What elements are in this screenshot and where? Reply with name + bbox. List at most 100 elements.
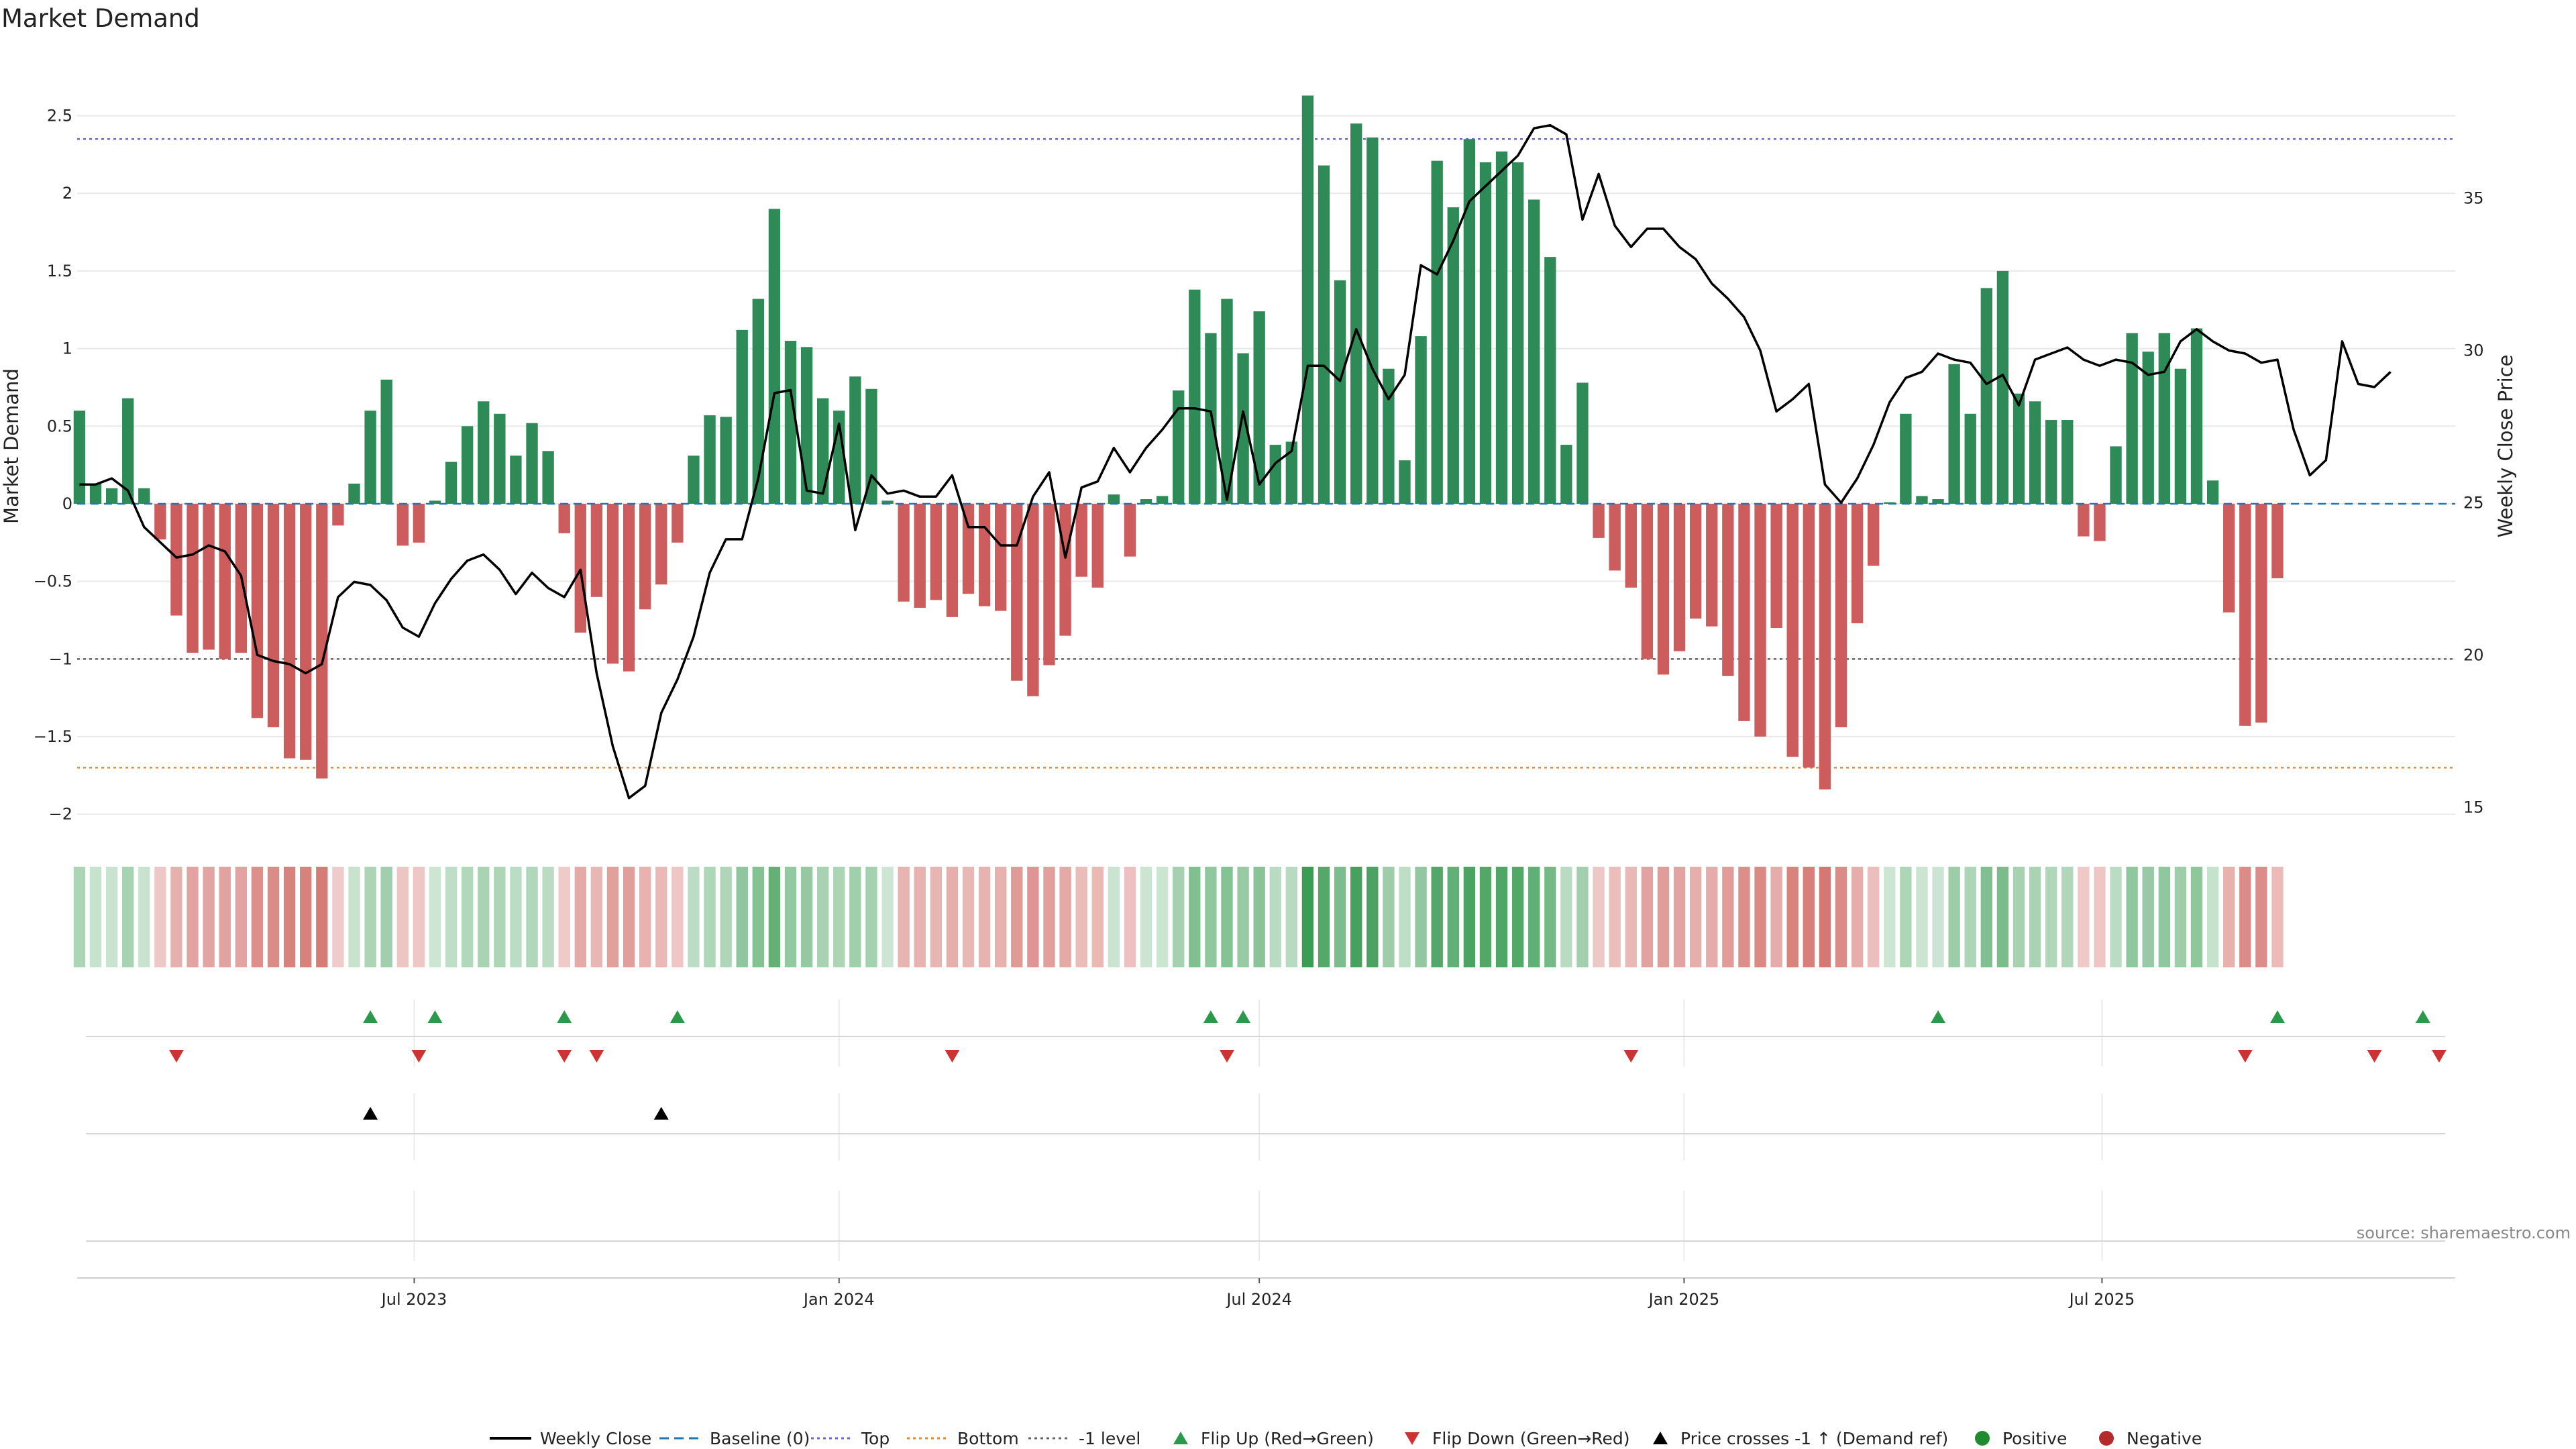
demand-strip-cell	[574, 867, 586, 967]
demand-bar	[1366, 137, 1379, 504]
demand-bar	[2174, 368, 2187, 504]
demand-bar	[1980, 288, 1992, 504]
legend-label: Weekly Close	[540, 1429, 651, 1448]
demand-bar	[2012, 393, 2025, 504]
demand-strip-cell	[865, 867, 877, 967]
demand-bar	[1948, 364, 1960, 504]
legend-label: Baseline (0)	[710, 1429, 810, 1448]
demand-strip-cell	[2271, 867, 2284, 967]
demand-strip-cell	[1221, 867, 1233, 967]
demand-strip-cell	[2142, 867, 2154, 967]
demand-strip-cell	[478, 867, 490, 967]
demand-bar	[267, 503, 280, 728]
demand-strip-cell	[768, 867, 781, 967]
legend-swatch	[1173, 1432, 1188, 1444]
demand-strip-cell	[752, 867, 764, 967]
demand-strip-cell	[1835, 867, 1847, 967]
demand-strip-cell	[655, 867, 667, 967]
demand-strip-cell	[122, 867, 134, 967]
flip-up-marker	[427, 1010, 443, 1023]
flip-down-marker	[2237, 1050, 2253, 1063]
demand-bar	[784, 341, 797, 504]
demand-strip-cell	[1253, 867, 1265, 967]
demand-bar	[1722, 503, 1734, 676]
demand-bar	[946, 503, 959, 617]
demand-strip-cell	[154, 867, 166, 967]
y-tick-label: 0.5	[47, 417, 72, 435]
demand-bar	[1269, 445, 1281, 504]
demand-bar	[2206, 480, 2219, 504]
demand-bar	[2061, 420, 2074, 504]
demand-bar	[590, 503, 603, 597]
demand-bar	[1770, 503, 1782, 629]
flip-up-marker	[1236, 1010, 1251, 1023]
demand-bar	[1091, 503, 1104, 588]
demand-bar	[1900, 413, 1912, 504]
demand-bar	[1560, 445, 1572, 504]
demand-bar	[461, 426, 474, 504]
demand-strip-cell	[251, 867, 264, 967]
demand-strip-cell	[542, 867, 554, 967]
demand-strip-cell	[1463, 867, 1476, 967]
demand-bar	[606, 503, 619, 664]
demand-bar	[1964, 413, 1976, 504]
demand-strip-cell	[1754, 867, 1766, 967]
demand-strip-cell	[1916, 867, 1928, 967]
flip-down-marker	[168, 1050, 184, 1063]
demand-bar	[1301, 95, 1314, 504]
demand-bar	[1641, 503, 1654, 659]
demand-strip-cell	[267, 867, 280, 967]
demand-bar	[736, 329, 748, 504]
demand-bar	[1689, 503, 1702, 619]
demand-bar	[154, 503, 166, 540]
demand-bar	[413, 503, 425, 543]
demand-strip-cell	[1641, 867, 1654, 967]
demand-bar	[1803, 503, 1815, 768]
legend: Weekly Close Baseline (0) Top Bottom -1 leve…	[490, 1429, 2202, 1448]
demand-strip-cell	[2061, 867, 2074, 967]
y2-tick-label: 30	[2463, 341, 2484, 360]
demand-strip-cell	[1884, 867, 1896, 967]
demand-strip-cell	[1156, 867, 1169, 967]
demand-bar	[251, 503, 264, 718]
demand-strip-cell	[639, 867, 651, 967]
demand-bar	[1479, 162, 1492, 504]
demand-strip-cell	[1350, 867, 1362, 967]
demand-strip-cell	[461, 867, 474, 967]
demand-strip-cell	[1301, 867, 1314, 967]
demand-bar	[1253, 311, 1265, 504]
demand-strip-cell	[1819, 867, 1831, 967]
demand-strip-cell	[1043, 867, 1055, 967]
demand-bar	[752, 299, 764, 504]
legend-item: Price crosses -1 ↑ (Demand ref)	[1653, 1429, 1948, 1448]
demand-bar	[2239, 503, 2251, 726]
grid	[77, 115, 2455, 1261]
demand-strip-cell	[1269, 867, 1281, 967]
demand-strip-cell	[380, 867, 392, 967]
demand-bar	[768, 209, 781, 504]
demand-bar	[1738, 503, 1750, 721]
demand-bar	[558, 503, 570, 533]
demand-strip-cell	[1689, 867, 1702, 967]
demand-strip-cell	[1625, 867, 1637, 967]
demand-strip-cell	[89, 867, 102, 967]
demand-strip-cell	[526, 867, 538, 967]
demand-bar	[316, 503, 328, 779]
demand-bar	[396, 503, 409, 546]
demand-bar	[1383, 368, 1395, 504]
demand-bar	[478, 401, 490, 504]
demand-strip-cell	[1770, 867, 1782, 967]
price-cross-marker	[653, 1107, 669, 1120]
demand-strip-cell	[2158, 867, 2171, 967]
demand-bar	[1786, 503, 1799, 757]
demand-strip-cell	[1189, 867, 1201, 967]
demand-strip-cell	[105, 867, 118, 967]
flip-down-marker	[557, 1050, 572, 1063]
demand-strip-cell	[348, 867, 360, 967]
demand-strip-cell	[1366, 867, 1379, 967]
flip-up-marker	[2415, 1010, 2430, 1023]
demand-bar	[688, 455, 700, 504]
demand-strip-cell	[1948, 867, 1960, 967]
demand-bar	[1754, 503, 1766, 737]
